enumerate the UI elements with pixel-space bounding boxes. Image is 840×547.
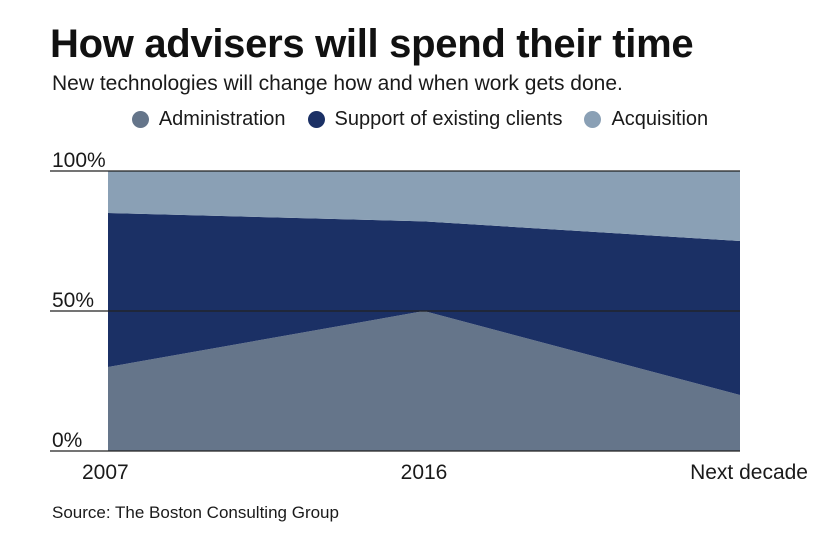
area-administration: [108, 311, 740, 451]
legend-swatch-acquisition: [584, 111, 602, 128]
x-axis: 2007 2016 Next decade: [82, 461, 808, 484]
source-note: Source: The Boston Consulting Group: [52, 503, 339, 522]
y-axis: 0% 50% 100%: [50, 149, 740, 452]
legend-item-support: Support of existing clients: [307, 108, 563, 131]
legend-item-acquisition: Acquisition: [584, 108, 708, 131]
area-acquisition: [108, 171, 740, 241]
legend-label-acquisition: Acquisition: [611, 108, 709, 130]
legend-label-support: Support of existing clients: [334, 108, 563, 130]
legend-swatch-support: [307, 111, 325, 128]
y-tick-label-100: 100%: [52, 149, 106, 172]
area-support-of-existing-clients: [108, 213, 740, 395]
x-tick-label-2007: 2007: [82, 461, 129, 484]
y-tick-label-0: 0%: [52, 429, 82, 452]
legend-item-administration: Administration: [131, 108, 286, 131]
x-tick-label-next-decade: Next decade: [690, 461, 808, 484]
chart-title: How advisers will spend their time: [50, 22, 694, 66]
legend-swatch-administration: [131, 111, 149, 128]
x-tick-label-2016: 2016: [401, 461, 448, 484]
chart-subtitle: New technologies will change how and whe…: [52, 72, 623, 95]
area-series-group: [108, 171, 740, 451]
y-tick-label-50: 50%: [52, 289, 94, 312]
legend-label-administration: Administration: [158, 108, 286, 130]
legend: Administration Support of existing clien…: [0, 108, 840, 131]
